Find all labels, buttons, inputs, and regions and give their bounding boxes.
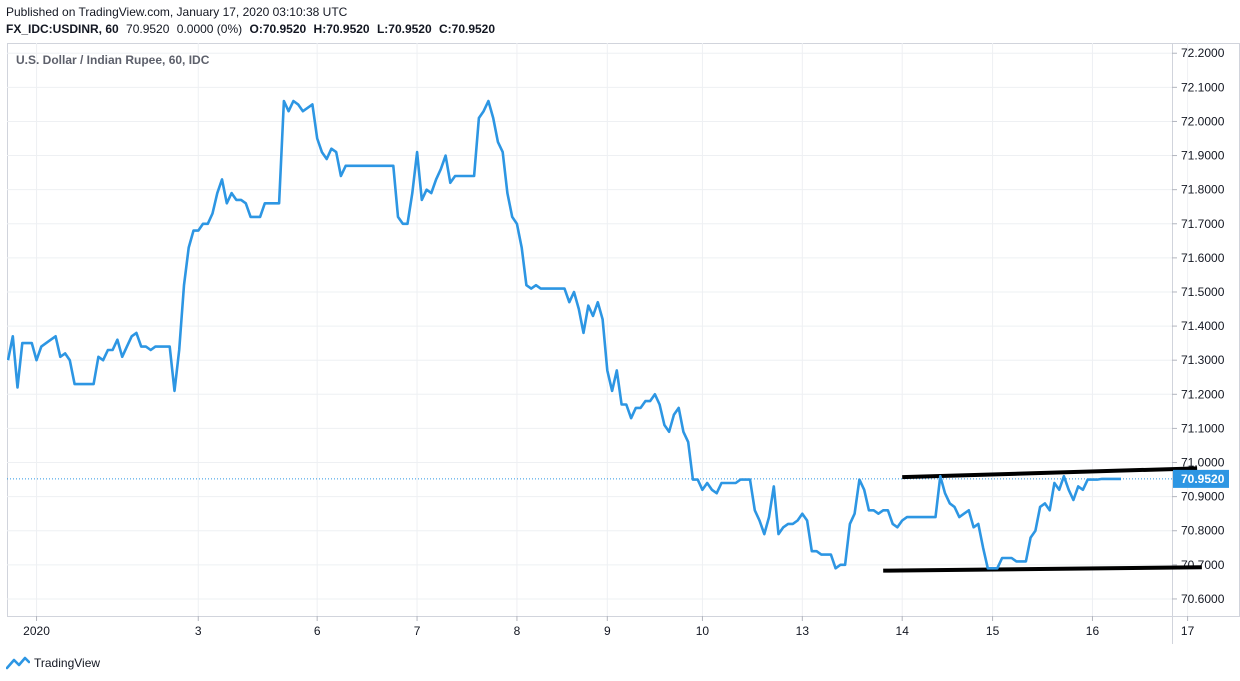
open-value: O:70.9520	[249, 22, 307, 36]
tradingview-logo-icon	[6, 656, 30, 670]
y-tick-label: 71.4000	[1181, 319, 1225, 333]
x-tick-label: 8	[514, 624, 521, 638]
footer: TradingView	[6, 654, 100, 672]
close-value: C:70.9520	[438, 22, 496, 36]
y-tick-label: 71.7000	[1181, 217, 1225, 231]
y-tick-label: 70.7000	[1181, 558, 1225, 572]
last-price: 70.9520	[126, 22, 170, 36]
x-tick-label: 16	[1086, 624, 1100, 638]
low-value: L:70.9520	[376, 22, 432, 36]
symbol-quote-bar: FX_IDC:USDINR, 60 70.9520 0.0000 (0%) O:…	[6, 22, 499, 36]
x-tick-label: 6	[314, 624, 321, 638]
y-tick-label: 71.1000	[1181, 421, 1225, 435]
x-tick-label: 17	[1181, 624, 1195, 638]
x-tick-label: 14	[896, 624, 910, 638]
price-series-line[interactable]	[6, 99, 1121, 570]
y-tick-label: 71.3000	[1181, 353, 1225, 367]
y-tick-label: 71.5000	[1181, 285, 1225, 299]
y-tick-label: 70.8000	[1181, 524, 1225, 538]
published-caption: Published on TradingView.com, January 17…	[6, 5, 348, 19]
y-tick-label: 70.9000	[1181, 490, 1225, 504]
last-price-label-bg	[1173, 469, 1229, 488]
chart-frame[interactable]: 72.2000 72.1000 72.0000 71.9000 71.8000 71.70…	[6, 43, 1240, 645]
x-tick-label: 9	[604, 624, 611, 638]
y-tick-label: 70.6000	[1181, 592, 1225, 606]
x-tick-label: 13	[796, 624, 810, 638]
last-price-label: 70.9520	[1181, 472, 1225, 486]
y-tick-label: 71.2000	[1181, 387, 1225, 401]
y-tick-label: 71.0000	[1181, 456, 1225, 470]
symbol-name: FX_IDC:USDINR, 60	[6, 22, 119, 36]
change: 0.0000 (0%)	[176, 22, 243, 36]
x-tick-label: 10	[696, 624, 710, 638]
y-tick-label: 71.8000	[1181, 183, 1225, 197]
x-tick-label: 2020	[23, 624, 50, 638]
y-tick-label: 71.9000	[1181, 149, 1225, 163]
y-tick-label: 71.6000	[1181, 251, 1225, 265]
chart-title: U.S. Dollar / Indian Rupee, 60, IDC	[16, 53, 210, 67]
trendline[interactable]	[902, 466, 1198, 480]
brand-name: TradingView	[34, 656, 101, 670]
high-value: H:70.9520	[313, 22, 370, 36]
trendline[interactable]	[883, 565, 1202, 573]
x-tick-label: 15	[986, 624, 1000, 638]
x-tick-label: 7	[414, 624, 421, 638]
y-tick-label: 72.1000	[1181, 80, 1225, 94]
x-tick-label: 3	[195, 624, 202, 638]
y-tick-label: 72.2000	[1181, 46, 1225, 60]
y-tick-label: 72.0000	[1181, 114, 1225, 128]
price-chart[interactable]: 72.2000 72.1000 72.0000 71.9000 71.8000 71.70…	[6, 43, 1240, 645]
